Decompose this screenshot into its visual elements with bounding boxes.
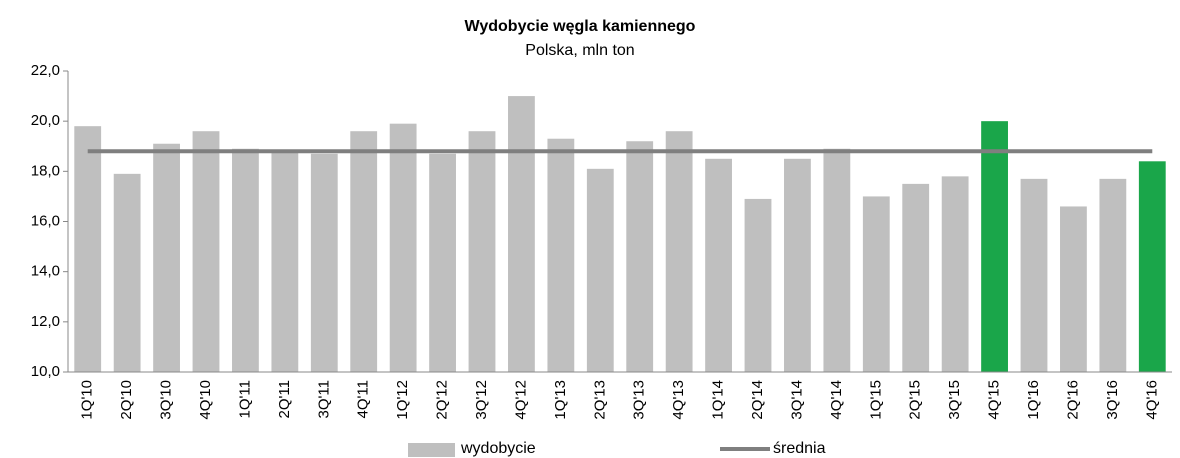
x-tick-label: 3Q'14	[788, 380, 805, 420]
x-tick-label: 1Q'11	[236, 380, 253, 418]
y-tick-label: 22,0	[31, 62, 60, 79]
bar	[862, 196, 890, 372]
y-tick-label: 16,0	[31, 212, 60, 229]
x-tick-label: 2Q'13	[591, 380, 608, 420]
x-tick-label: 1Q'10	[79, 380, 96, 420]
y-tick-label: 10,0	[31, 363, 60, 380]
bar	[1020, 178, 1048, 372]
x-tick-label: 3Q'12	[473, 380, 490, 420]
y-tick-label: 18,0	[31, 162, 60, 179]
y-tick-label: 14,0	[31, 263, 60, 280]
x-tick-label: 1Q'13	[552, 380, 569, 420]
x-tick-label: 4Q'15	[986, 380, 1003, 420]
x-tick-label: 3Q'15	[946, 380, 963, 420]
bar	[468, 131, 496, 372]
bar	[113, 173, 141, 372]
chart-subtitle: Polska, mln ton	[525, 42, 634, 59]
bar	[981, 121, 1008, 373]
bar	[744, 198, 772, 372]
bar	[665, 131, 693, 372]
x-tick-label: 2Q'16	[1064, 380, 1081, 420]
x-tick-label: 3Q'13	[631, 380, 648, 420]
x-tick-label: 4Q'14	[828, 380, 845, 420]
x-tick-label: 4Q'10	[197, 380, 214, 420]
x-tick-label: 3Q'10	[158, 380, 175, 420]
bar	[429, 153, 456, 372]
legend-label: wydobycie	[460, 440, 536, 457]
bar	[902, 183, 930, 372]
x-tick-label: 2Q'10	[118, 380, 135, 420]
x-tick-label: 3Q'16	[1104, 380, 1121, 420]
bar	[586, 168, 614, 372]
x-tick-label: 1Q'12	[394, 380, 411, 420]
bar	[192, 131, 220, 372]
x-tick-label: 2Q'14	[749, 380, 766, 420]
x-tick-label: 2Q'11	[276, 380, 293, 418]
bar	[74, 126, 102, 372]
x-tick-label: 4Q'13	[670, 380, 687, 420]
x-tick-label: 4Q'16	[1143, 380, 1160, 420]
chart-title: Wydobycie węgla kamiennego	[465, 18, 696, 35]
bar	[1138, 161, 1166, 372]
x-tick-label: 1Q'14	[710, 380, 727, 420]
bar	[153, 143, 180, 372]
x-tick-label: 3Q'11	[315, 380, 332, 418]
bar	[941, 176, 969, 372]
bar	[389, 123, 417, 372]
bar	[784, 158, 811, 372]
bar	[705, 158, 732, 372]
x-tick-label: 1Q'15	[867, 380, 884, 420]
x-tick-label: 2Q'15	[907, 380, 924, 420]
y-tick-label: 20,0	[31, 112, 60, 129]
legend-swatch	[408, 443, 455, 457]
y-tick-label: 12,0	[31, 313, 60, 330]
bar	[547, 138, 575, 372]
bar	[310, 153, 338, 372]
x-tick-label: 4Q'11	[355, 380, 372, 418]
bar	[823, 148, 851, 372]
bar	[626, 141, 654, 372]
x-tick-label: 2Q'12	[434, 380, 451, 420]
bar	[508, 96, 535, 372]
bar	[1099, 178, 1127, 372]
x-tick-label: 1Q'16	[1025, 380, 1042, 420]
bar	[1060, 206, 1087, 372]
bar	[232, 148, 259, 372]
bar	[350, 131, 378, 372]
x-tick-label: 4Q'12	[512, 380, 529, 420]
bar	[271, 151, 299, 372]
legend-label: średnia	[773, 440, 826, 457]
